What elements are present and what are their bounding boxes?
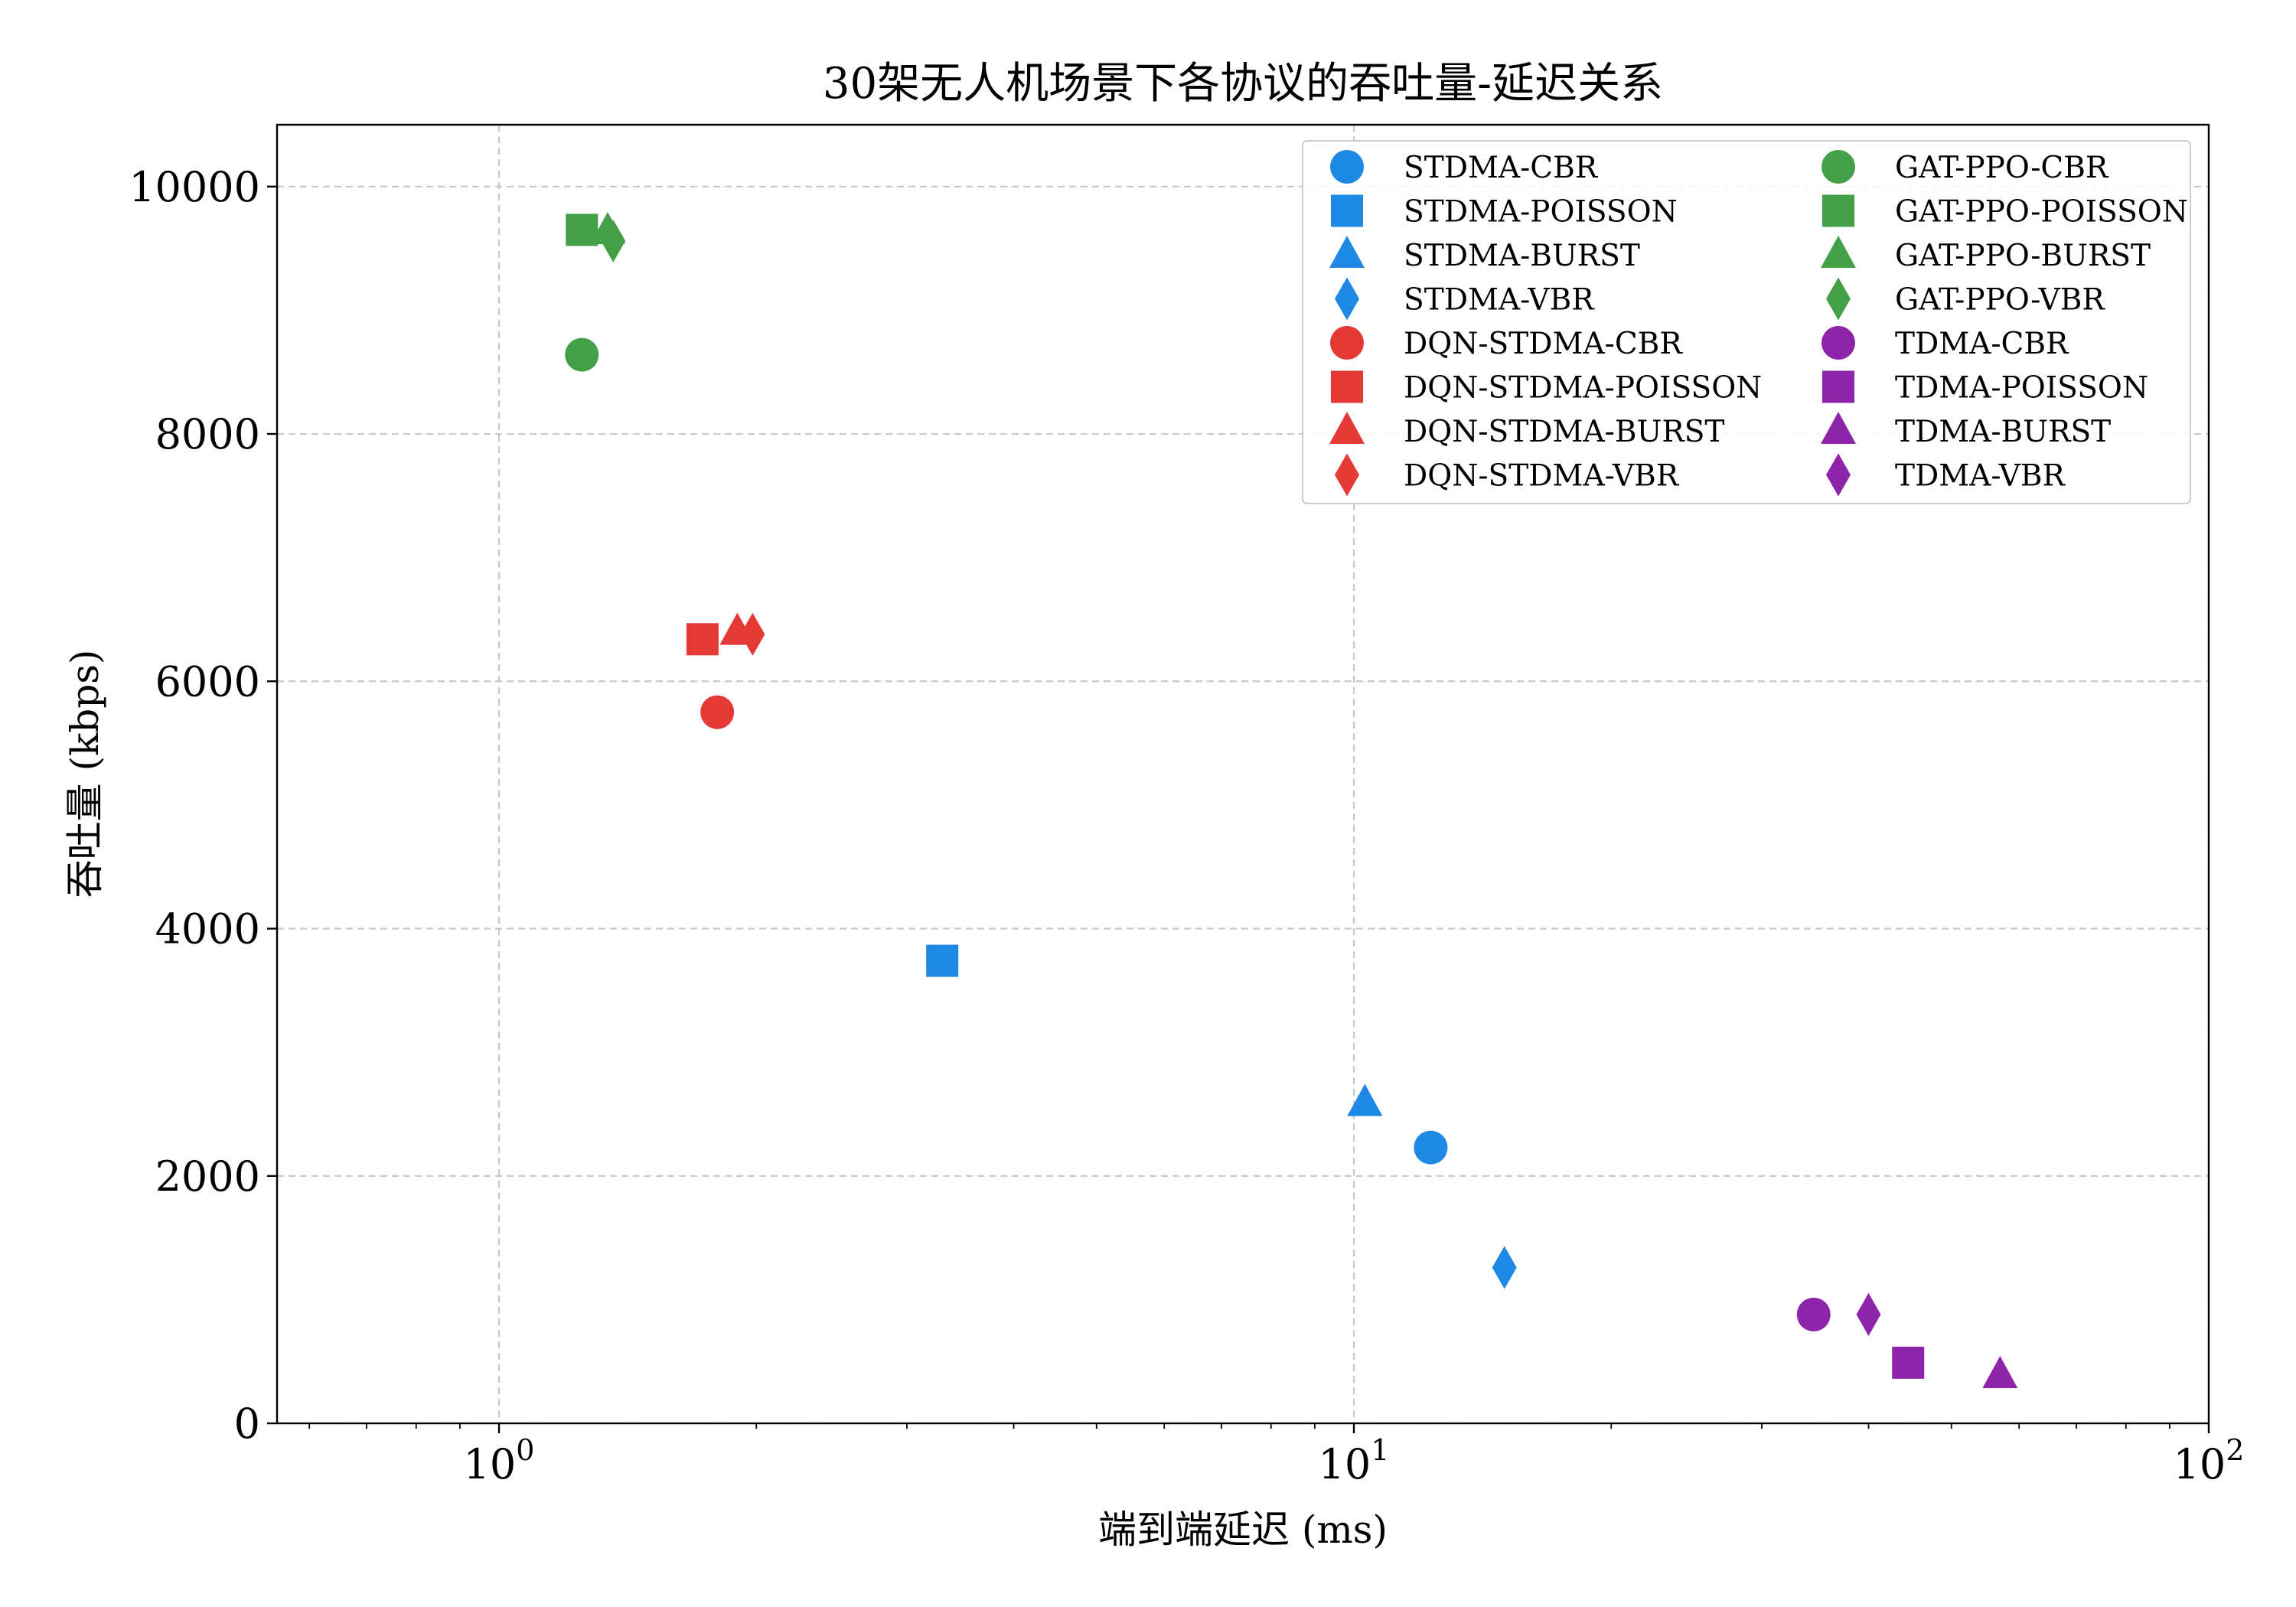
legend-label: STDMA-POISSON [1404,195,1678,230]
legend-label: TDMA-POISSON [1895,371,2148,406]
legend-marker [1335,277,1359,321]
legend-marker [1821,412,1856,444]
legend-marker [1821,150,1855,184]
data-point [1492,1246,1517,1289]
legend-marker [1329,412,1365,444]
data-point [926,944,959,977]
data-points [565,211,2018,1388]
x-axis-label: 端到端延迟 (ms) [1098,1508,1388,1552]
legend-marker [1335,453,1359,497]
x-tick-label: 101 [1319,1433,1390,1488]
legend-label: STDMA-VBR [1404,283,1595,318]
data-point [1892,1346,1925,1379]
legend-marker [1822,370,1854,403]
legend-label: TDMA-CBR [1895,327,2069,361]
y-tick-label: 4000 [155,905,260,953]
data-point [1982,1355,2018,1388]
x-tick-label: 102 [2174,1433,2245,1488]
axis-ticks: 0 2000 4000 6000 8000 10000 100 101 102 [129,163,2244,1488]
legend-label: DQN-STDMA-CBR [1404,327,1683,361]
legend-label: DQN-STDMA-POISSON [1404,371,1762,406]
legend-label: TDMA-VBR [1895,459,2066,494]
y-axis-label: 吞吐量 (kbps) [63,650,107,898]
chart-title: 30架无人机场景下各协议的吞吐量-延迟关系 [823,59,1663,109]
legend-label: GAT-PPO-BURST [1895,239,2151,273]
legend-marker [1329,236,1365,268]
data-point [700,695,735,729]
x-tick-label: 100 [464,1433,535,1488]
legend-marker [1331,194,1363,227]
data-point [601,219,626,262]
legend-marker [1826,453,1851,497]
legend-marker [1821,236,1856,268]
legend-box [1302,140,2191,504]
y-tick-label: 10000 [129,163,260,211]
data-point [1856,1292,1881,1336]
data-point [740,612,765,656]
legend-marker [1821,326,1855,360]
legend-label: GAT-PPO-VBR [1895,283,2105,318]
y-tick-label: 8000 [155,410,260,458]
legend-label: DQN-STDMA-BURST [1404,415,1724,449]
y-tick-label: 2000 [155,1152,260,1201]
legend-label: GAT-PPO-POISSON [1895,195,2188,230]
data-point [1347,1084,1383,1116]
legend-label: STDMA-BURST [1404,239,1640,273]
data-point [1414,1130,1448,1165]
data-point [1796,1297,1831,1332]
grid-lines [277,125,2210,1425]
legend-marker [1330,326,1364,360]
legend-marker [1822,194,1854,227]
legend-marker [1331,370,1363,403]
legend-label: GAT-PPO-CBR [1895,151,2109,185]
y-tick-label: 6000 [155,657,260,706]
y-tick-label: 0 [234,1400,260,1448]
plot-frame [276,123,2210,1425]
legend-marker [1826,277,1851,321]
legend-label: DQN-STDMA-VBR [1404,459,1680,494]
legend-marker [1330,150,1364,184]
legend-label: TDMA-BURST [1895,415,2111,449]
data-point [686,623,719,656]
legend-label: STDMA-CBR [1404,151,1599,185]
data-point [565,337,599,372]
legend: STDMA-CBR STDMA-POISSON STDMA-BURST STDMA-V… [1302,140,2191,504]
